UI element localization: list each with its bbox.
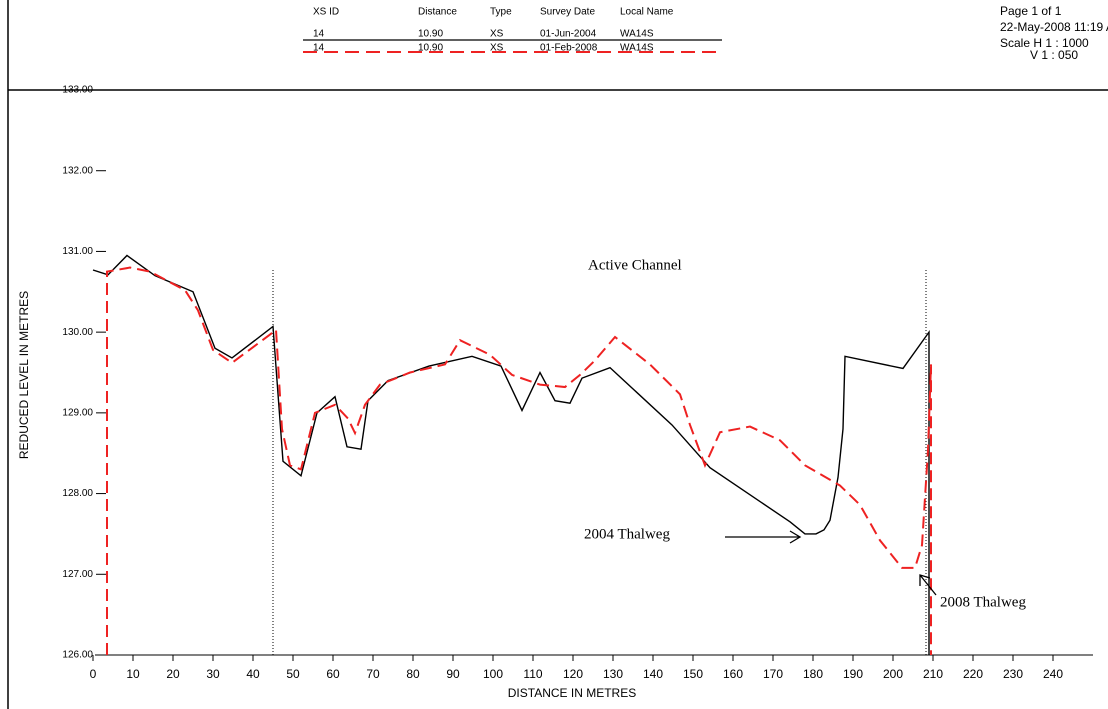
- x-tick-label: 230: [1003, 667, 1023, 681]
- x-axis-label: DISTANCE IN METRES: [508, 686, 636, 700]
- x-tick-label: 150: [683, 667, 703, 681]
- annotation-arrow: [919, 574, 937, 596]
- header-column: Survey Date: [540, 7, 595, 18]
- series-line: [106, 266, 932, 655]
- x-tick-label: 160: [723, 667, 743, 681]
- page-info: Page 1 of 1: [1000, 4, 1062, 18]
- y-axis-label: REDUCED LEVEL IN METRES: [17, 291, 31, 459]
- y-tick-label: 128.00: [62, 488, 93, 499]
- series-line: [92, 254, 930, 655]
- x-tick-label: 110: [523, 667, 542, 681]
- x-tick-label: 100: [483, 667, 503, 681]
- x-tick-label: 70: [366, 667, 380, 681]
- header-cell: 10.90: [418, 43, 443, 54]
- x-tick-label: 0: [90, 667, 97, 681]
- annotation: 2008 Thalweg: [940, 594, 1026, 610]
- page-info: V 1 : 050: [1030, 48, 1078, 62]
- y-tick-label: 130.00: [62, 327, 93, 338]
- x-tick-label: 120: [563, 667, 583, 681]
- header-column: XS ID: [313, 7, 339, 18]
- x-tick-label: 130: [603, 667, 623, 681]
- header-cell: XS: [490, 29, 504, 40]
- y-tick-label: 133.00: [62, 85, 93, 96]
- header-cell: XS: [490, 43, 504, 54]
- header-cell: 10.90: [418, 29, 443, 40]
- y-tick-label: 127.00: [62, 569, 93, 580]
- annotation: Active Channel: [588, 257, 682, 273]
- x-tick-label: 10: [126, 667, 140, 681]
- x-tick-label: 210: [923, 667, 943, 681]
- header-cell: WA14S: [620, 29, 654, 40]
- x-tick-label: 50: [286, 667, 300, 681]
- x-tick-label: 40: [246, 667, 260, 681]
- x-tick-label: 80: [406, 667, 420, 681]
- header-cell: 01-Jun-2004: [540, 29, 597, 40]
- x-tick-label: 30: [206, 667, 220, 681]
- header-cell: 14: [313, 43, 325, 54]
- annotation: 2004 Thalweg: [584, 526, 670, 542]
- x-tick-label: 220: [963, 667, 983, 681]
- header-column: Local Name: [620, 7, 674, 18]
- y-tick-label: 132.00: [62, 165, 93, 176]
- annotation-arrow: [725, 530, 802, 544]
- y-tick-label: 131.00: [62, 246, 93, 257]
- header-cell: 14: [313, 29, 325, 40]
- x-tick-label: 200: [883, 667, 903, 681]
- header-cell: 01-Feb-2008: [540, 43, 598, 54]
- page-info: 22-May-2008 11:19 AM: [1000, 20, 1108, 34]
- x-tick-label: 170: [763, 667, 783, 681]
- x-tick-label: 20: [166, 667, 180, 681]
- y-tick-label: 129.00: [62, 407, 93, 418]
- header-column: Type: [490, 7, 512, 18]
- x-tick-label: 240: [1043, 667, 1063, 681]
- page-info: Scale H 1 : 1000: [1000, 36, 1089, 50]
- header-column: Distance: [418, 7, 457, 18]
- x-tick-label: 60: [326, 667, 340, 681]
- x-tick-label: 90: [446, 667, 460, 681]
- y-tick-label: 126.00: [62, 650, 93, 661]
- x-tick-label: 180: [803, 667, 823, 681]
- x-tick-label: 190: [843, 667, 863, 681]
- header-cell: WA14S: [620, 43, 654, 54]
- x-tick-label: 140: [643, 667, 663, 681]
